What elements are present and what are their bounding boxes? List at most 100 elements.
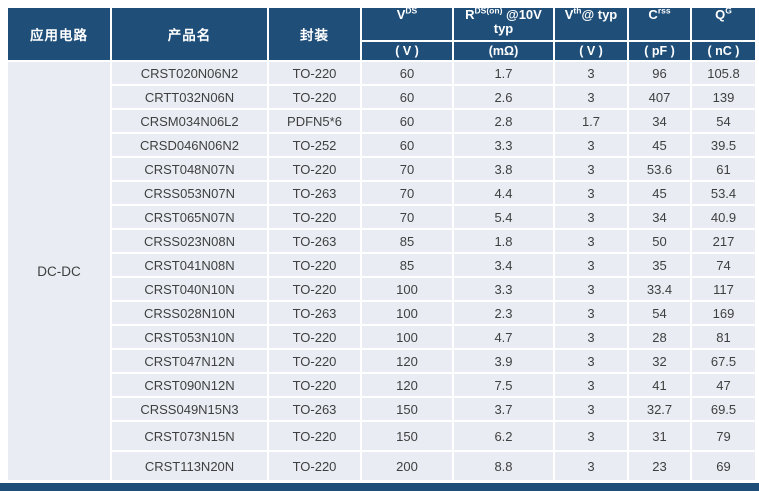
qg-cell: 53.4 [692,182,755,204]
package-cell: TO-263 [269,398,360,420]
vth-cell: 3 [555,134,627,156]
rdson-subscript: DS(on) [474,8,503,16]
qg-symbol: Q [715,8,726,22]
qg-cell: 47 [692,374,755,396]
vds-symbol: V [396,8,406,22]
rdson-cell: 4.7 [454,326,553,348]
rdson-cell: 2.3 [454,302,553,324]
header-name-row: 应用电路 产品名 封装 VDS RDS(on) @10V typ Vth@ ty… [8,8,755,60]
table-bottom-border [0,483,759,491]
vds-cell: 100 [362,278,452,300]
crss-cell: 32 [629,350,690,372]
qg-cell: 105.8 [692,62,755,84]
table-row: CRTT032N06N TO-220 60 2.6 3 407 139 [8,86,755,108]
qg-cell: 117 [692,278,755,300]
table-row: CRST048N07N TO-220 70 3.8 3 53.6 61 [8,158,755,180]
rdson-cell: 3.8 [454,158,553,180]
qg-cell: 79 [692,422,755,450]
rdson-cell: 3.9 [454,350,553,372]
vds-subscript: DS [405,8,418,16]
crss-cell: 31 [629,422,690,450]
vds-cell: 150 [362,422,452,450]
package-cell: TO-220 [269,278,360,300]
rdson-cell: 7.5 [454,374,553,396]
table-row: CRST053N10N TO-220 100 4.7 3 28 81 [8,326,755,348]
vds-cell: 100 [362,302,452,324]
package-cell: TO-263 [269,182,360,204]
product-cell: CRSS053N07N [112,182,267,204]
product-cell: CRST047N12N [112,350,267,372]
vth-cell: 3 [555,350,627,372]
package-cell: TO-220 [269,62,360,84]
crss-cell: 34 [629,206,690,228]
vds-cell: 60 [362,134,452,156]
crss-cell: 23 [629,452,690,480]
package-cell: TO-220 [269,422,360,450]
product-cell: CRST065N07N [112,206,267,228]
rdson-suffix: @10V [502,8,542,22]
vds-cell: 60 [362,62,452,84]
crss-cell: 96 [629,62,690,84]
vds-cell: 70 [362,158,452,180]
unit-rdson: (mΩ) [454,42,553,60]
crss-cell: 45 [629,182,690,204]
vth-cell: 3 [555,278,627,300]
vds-cell: 70 [362,182,452,204]
product-cell: CRSS028N10N [112,302,267,324]
qg-cell: 54 [692,110,755,132]
product-cell: CRST073N15N [112,422,267,450]
rdson-line2: typ [493,21,514,36]
column-header-application: 应用电路 [8,8,110,60]
table-row: CRST090N12N TO-220 120 7.5 3 41 47 [8,374,755,396]
rdson-cell: 8.8 [454,452,553,480]
vds-cell: 60 [362,86,452,108]
qg-cell: 69.5 [692,398,755,420]
vth-cell: 3 [555,206,627,228]
vth-cell: 1.7 [555,110,627,132]
crss-cell: 54 [629,302,690,324]
table-row: CRST041N08N TO-220 85 3.4 3 35 74 [8,254,755,276]
vth-cell: 3 [555,158,627,180]
qg-cell: 169 [692,302,755,324]
qg-cell: 81 [692,326,755,348]
vds-cell: 200 [362,452,452,480]
table-row: CRSS049N15N3 TO-263 150 3.7 3 32.7 69.5 [8,398,755,420]
column-header-package: 封装 [269,8,360,60]
qg-cell: 40.9 [692,206,755,228]
vds-cell: 70 [362,206,452,228]
crss-cell: 28 [629,326,690,348]
table-header: 应用电路 产品名 封装 VDS RDS(on) @10V typ Vth@ ty… [8,8,755,60]
product-cell: CRST020N06N2 [112,62,267,84]
rdson-cell: 3.3 [454,278,553,300]
vth-cell: 3 [555,62,627,84]
package-cell: TO-252 [269,134,360,156]
vth-cell: 3 [555,254,627,276]
package-cell: PDFN5*6 [269,110,360,132]
table-body: DC-DC CRST020N06N2 TO-220 60 1.7 3 96 105.8 CRTT… [8,62,755,480]
column-header-vth: Vth@ typ [555,8,627,40]
qg-cell: 67.5 [692,350,755,372]
table-row: CRSM034N06L2 PDFN5*6 60 2.8 1.7 34 54 [8,110,755,132]
vth-cell: 3 [555,230,627,252]
column-header-crss: Crss [629,8,690,40]
table-row: CRSS023N08N TO-263 85 1.8 3 50 217 [8,230,755,252]
product-cell: CRSM034N06L2 [112,110,267,132]
package-cell: TO-220 [269,326,360,348]
rdson-symbol: R [465,8,475,22]
package-cell: TO-263 [269,302,360,324]
qg-cell: 139 [692,86,755,108]
product-cell: CRST041N08N [112,254,267,276]
table-row: CRSD046N06N2 TO-252 60 3.3 3 45 39.5 [8,134,755,156]
vds-cell: 60 [362,110,452,132]
qg-cell: 39.5 [692,134,755,156]
rdson-cell: 1.7 [454,62,553,84]
vth-cell: 3 [555,374,627,396]
vds-cell: 100 [362,326,452,348]
vth-cell: 3 [555,398,627,420]
vds-cell: 150 [362,398,452,420]
unit-crss: ( pF ) [629,42,690,60]
table-row: CRST047N12N TO-220 120 3.9 3 32 67.5 [8,350,755,372]
package-cell: TO-263 [269,230,360,252]
vth-cell: 3 [555,422,627,450]
